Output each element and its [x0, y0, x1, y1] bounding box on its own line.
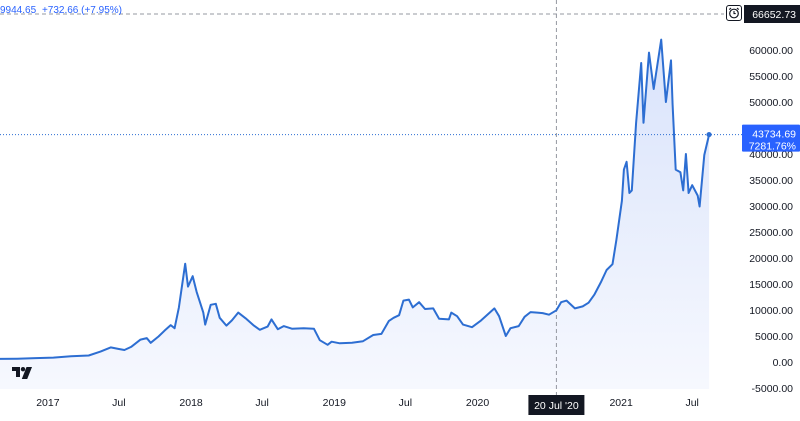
x-axis-tick-label: Jul	[255, 397, 268, 409]
last-change-label: 7281.76%	[749, 141, 796, 153]
y-axis-tick-label: 10000.00	[749, 305, 793, 317]
y-axis-tick-label: 30000.00	[749, 201, 793, 213]
y-axis-tick-label: 5000.00	[755, 331, 793, 343]
top-price-label: 66652.73	[752, 9, 796, 21]
price-series-line	[0, 38, 711, 360]
x-axis-tick-label: Jul	[112, 397, 125, 409]
x-axis-tick-label: 2017	[36, 397, 60, 409]
x-axis-tick-label: 2020	[466, 397, 490, 409]
last-price-marker	[706, 131, 712, 138]
last-price-box	[742, 124, 800, 152]
crosshair-date-box	[528, 395, 585, 415]
y-axis-tick-label: 40000.00	[749, 149, 793, 161]
y-axis-tick-label: 55000.00	[749, 71, 793, 83]
y-axis-tick-label: 15000.00	[749, 279, 793, 291]
y-axis-tick-label: 50000.00	[749, 97, 793, 109]
legend-close-value: 9944.65	[0, 5, 37, 16]
y-axis-tick-label: 0.00	[773, 357, 794, 369]
y-axis-tick-label: 60000.00	[749, 45, 793, 57]
crosshair-date-label: 20 Jul '20	[534, 400, 579, 412]
x-axis-tick-label: 2019	[323, 397, 347, 409]
alarm-clock-icon[interactable]	[726, 5, 742, 21]
y-axis-tick-label: 35000.00	[749, 175, 793, 187]
y-axis-tick-label: -5000.00	[752, 383, 794, 395]
x-axis-tick-label: 2021	[609, 397, 633, 409]
legend-change-value: +732.66 (+7.95%)	[41, 5, 122, 16]
y-axis-tick-label: 20000.00	[749, 253, 793, 265]
last-price-label: 43734.69	[752, 129, 796, 141]
price-area-fill	[0, 39, 710, 389]
top-price-box	[744, 5, 800, 23]
x-axis-tick-label: Jul	[399, 397, 412, 409]
tradingview-logo-icon[interactable]	[11, 366, 33, 380]
x-axis-tick-label: 2018	[179, 397, 203, 409]
x-axis-tick-label: Jul	[685, 397, 698, 409]
ohlc-legend: 9944.65 +732.66 (+7.95%)	[0, 5, 125, 16]
y-axis-tick-label: 25000.00	[749, 227, 793, 239]
